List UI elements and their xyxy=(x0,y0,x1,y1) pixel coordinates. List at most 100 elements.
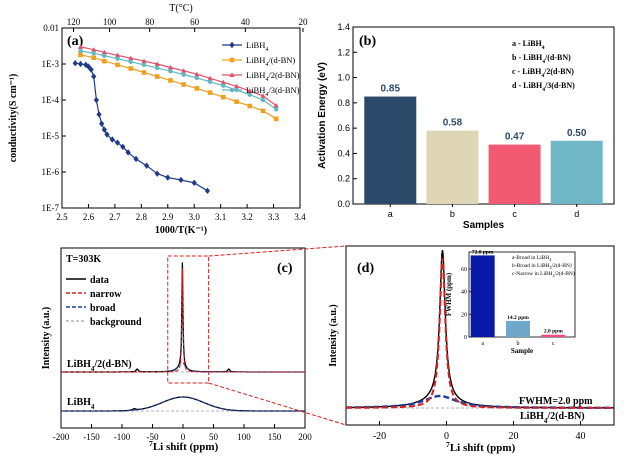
top-tick-label: 80 xyxy=(145,17,155,27)
zoom-connectors xyxy=(208,245,347,426)
top-tick-label: 20 xyxy=(298,17,308,27)
x-tick-label: b xyxy=(450,209,455,219)
legend-label: LiBH4/3(d-BN) xyxy=(246,85,300,98)
data-point xyxy=(247,103,253,109)
x-tick-label: 2.6 xyxy=(83,212,95,222)
data-point xyxy=(247,88,253,93)
data-point xyxy=(168,69,173,74)
data-point xyxy=(165,174,171,181)
panel-label: (c) xyxy=(277,261,293,276)
data-point xyxy=(181,72,186,77)
data-point xyxy=(77,60,84,68)
data-point xyxy=(207,79,213,85)
data-point xyxy=(221,83,226,88)
y-tick-label: 1E-4 xyxy=(42,95,60,105)
bar xyxy=(550,140,603,204)
data-point xyxy=(141,58,147,64)
inset-note: a-Broad in LiBH4 xyxy=(512,255,551,262)
bar-value-label: 0.58 xyxy=(443,118,463,129)
data-point xyxy=(204,187,211,195)
label-text: d - LiBH xyxy=(512,81,543,90)
top-tick-label: 120 xyxy=(67,17,81,27)
y-tick-label: 1.0 xyxy=(337,73,350,83)
label-text: /(d-BN) xyxy=(544,53,571,62)
data-point xyxy=(104,131,110,138)
panel-b: 0.0 0.2 0.4 0.6 0.8 1.0 1.2 1.4 0.85 a 0.58 b 0.47 c 0… xyxy=(317,22,615,231)
data-point xyxy=(194,71,200,77)
y-tick-label: 1E-7 xyxy=(42,203,60,213)
legend-marker xyxy=(229,57,235,63)
broad-trace-upper xyxy=(61,361,305,373)
data-point xyxy=(128,59,133,65)
top-tick-label: 40 xyxy=(241,17,251,27)
data-point xyxy=(154,74,160,79)
inset-bar xyxy=(506,320,530,337)
x-tick-label: -100 xyxy=(114,432,131,442)
x-tick-label: c xyxy=(512,209,517,219)
data-point xyxy=(260,108,266,114)
data-point xyxy=(88,66,94,73)
x-tick-label: 3.3 xyxy=(268,212,280,222)
data-point xyxy=(96,111,102,118)
legend-label: background xyxy=(90,317,142,328)
x-tick-label: 2.8 xyxy=(136,212,148,222)
label-subscript: 4 xyxy=(550,266,552,270)
data-point xyxy=(234,99,239,104)
narrow-trace-upper xyxy=(61,268,305,373)
y-tick-label: 0.4 xyxy=(337,148,350,158)
y-tick-label: 0.2 xyxy=(337,174,350,184)
x-tick-label: 20 xyxy=(509,431,519,442)
data-point xyxy=(154,170,160,177)
connector-bottom xyxy=(208,382,347,426)
y-axis-title: conductivity(S cm⁻¹) xyxy=(8,74,19,163)
data-point xyxy=(167,64,174,70)
x-axis-title: Samples xyxy=(463,220,505,231)
inset-x-tick-label: b xyxy=(517,341,520,347)
bar-value-label: 0.50 xyxy=(567,128,587,139)
broad-trace-lower xyxy=(61,396,305,412)
label-text: LiBH xyxy=(246,85,265,95)
label-subscript: 4 xyxy=(91,365,95,373)
y-tick-label: 1E-3 xyxy=(42,59,60,69)
inset-x-axis-title: Sample xyxy=(511,347,533,355)
data-point xyxy=(99,120,105,127)
legend-label: data xyxy=(90,275,109,286)
panel-label: (b) xyxy=(359,34,376,49)
trace-label-lower: LiBH4 xyxy=(67,397,95,411)
y-tick-label: 0.6 xyxy=(337,123,350,133)
legend-entry: a - LiBH4 xyxy=(512,39,545,51)
data-point xyxy=(78,52,83,58)
data-point xyxy=(207,75,213,81)
label-text: Li shift (ppm) xyxy=(153,441,219,453)
x-tick-label: -150 xyxy=(83,432,100,442)
inset-bar-value-label: 72.0 ppm xyxy=(472,249,494,255)
data-point xyxy=(114,52,121,58)
x-tick-label: 100 xyxy=(237,432,251,442)
y-tick-label: 0.8 xyxy=(337,98,350,108)
legend-marker xyxy=(229,72,235,77)
top-tick-label: 100 xyxy=(103,17,117,27)
y-tick-label: 1E-5 xyxy=(42,131,60,141)
label-text: /3(d-BN) xyxy=(268,85,299,95)
x-tick-label: 150 xyxy=(268,432,282,442)
inset-note: c-Narrow in LiBH4/2(d-BN) xyxy=(512,270,575,278)
panel-label: (a) xyxy=(67,34,84,49)
legend-entry: d - LiBH4/3(d-BN) xyxy=(512,81,575,93)
data-point xyxy=(221,94,226,100)
label-subscript: 4 xyxy=(542,45,545,51)
data-point xyxy=(141,62,147,68)
data-point xyxy=(260,93,266,98)
inset-y-axis-title: FWHM (ppm) xyxy=(445,272,453,316)
y-tick-label: 1.2 xyxy=(337,47,350,57)
y-tick-label: 1E-6 xyxy=(42,167,60,177)
label-text: /2(d-BN) xyxy=(555,270,575,277)
data-point xyxy=(247,92,252,97)
x-axis-title: 1000/T(K⁻¹) xyxy=(155,225,207,236)
inset-y-tick-label: 40 xyxy=(461,290,467,296)
label-subscript: 4 xyxy=(91,403,95,411)
label-text: LiBH xyxy=(67,359,91,370)
label-text: /(d-BN) xyxy=(268,55,295,65)
y-axis-title: Activation Energy (eV) xyxy=(317,62,328,169)
data-point xyxy=(120,143,126,151)
